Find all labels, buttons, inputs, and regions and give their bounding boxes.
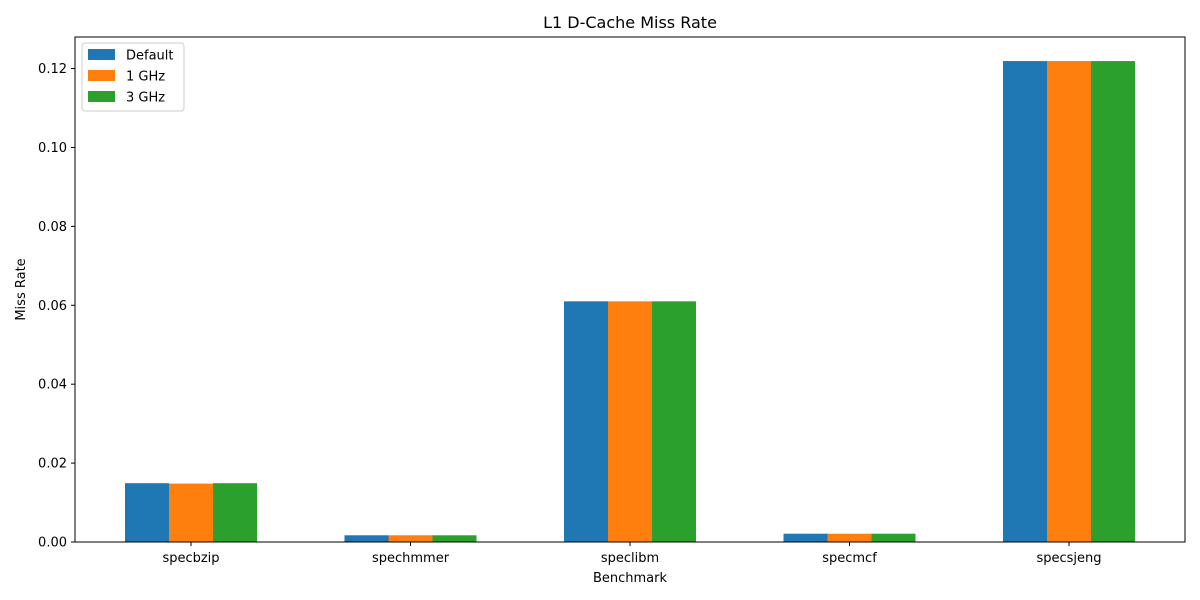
- bar-default-spechmmer: [344, 535, 389, 542]
- y-axis-ticks: 0.00 0.02 0.04 0.06 0.08 0.10 0.12: [38, 62, 75, 551]
- bar-1-ghz-specsjeng: [1047, 61, 1091, 542]
- bar-default-specmcf: [783, 533, 828, 542]
- y-tick-label: 0.06: [38, 299, 67, 314]
- x-tick-label: specsjeng: [1036, 551, 1101, 566]
- chart-title: L1 D-Cache Miss Rate: [543, 13, 717, 32]
- y-axis-label: Miss Rate: [14, 258, 29, 320]
- bar-default-specbzip: [125, 483, 169, 542]
- x-tick-label: specmcf: [822, 551, 877, 566]
- bar-default-specsjeng: [1003, 61, 1047, 542]
- bar-3-ghz-specbzip: [213, 483, 257, 542]
- bar-1-ghz-specmcf: [827, 533, 872, 542]
- y-tick-label: 0.12: [38, 62, 67, 77]
- bar-3-ghz-specmcf: [871, 533, 916, 542]
- x-tick-label: spechmmer: [372, 551, 450, 566]
- plot-frame: [74, 36, 1186, 543]
- x-axis-label: Benchmark: [593, 571, 668, 586]
- bar-1-ghz-speclibm: [608, 301, 652, 542]
- y-tick-label: 0.00: [38, 536, 67, 551]
- legend-swatch: [88, 49, 115, 60]
- bar-3-ghz-spechmmer: [432, 535, 477, 542]
- x-tick-label: speclibm: [601, 551, 659, 566]
- legend-swatch: [88, 91, 115, 102]
- x-axis-ticks: specbzip spechmmer speclibm specmcf specsjen…: [162, 542, 1102, 566]
- x-tick-label: specbzip: [162, 551, 219, 566]
- bar-3-ghz-specsjeng: [1091, 61, 1135, 542]
- y-tick-label: 0.10: [38, 141, 67, 156]
- bar-default-speclibm: [564, 301, 608, 542]
- legend-label: 1 GHz: [126, 70, 165, 85]
- bar-3-ghz-speclibm: [652, 301, 696, 542]
- y-tick-label: 0.04: [38, 378, 67, 393]
- legend-label: Default: [126, 49, 174, 64]
- bars: [125, 61, 1135, 542]
- bar-1-ghz-spechmmer: [388, 535, 433, 542]
- legend: Default 1 GHz 3 GHz: [81, 42, 185, 112]
- y-tick-label: 0.08: [38, 220, 67, 235]
- bar-1-ghz-specbzip: [169, 483, 213, 542]
- legend-label: 3 GHz: [126, 91, 165, 106]
- legend-swatch: [88, 70, 115, 81]
- y-tick-label: 0.02: [38, 457, 67, 472]
